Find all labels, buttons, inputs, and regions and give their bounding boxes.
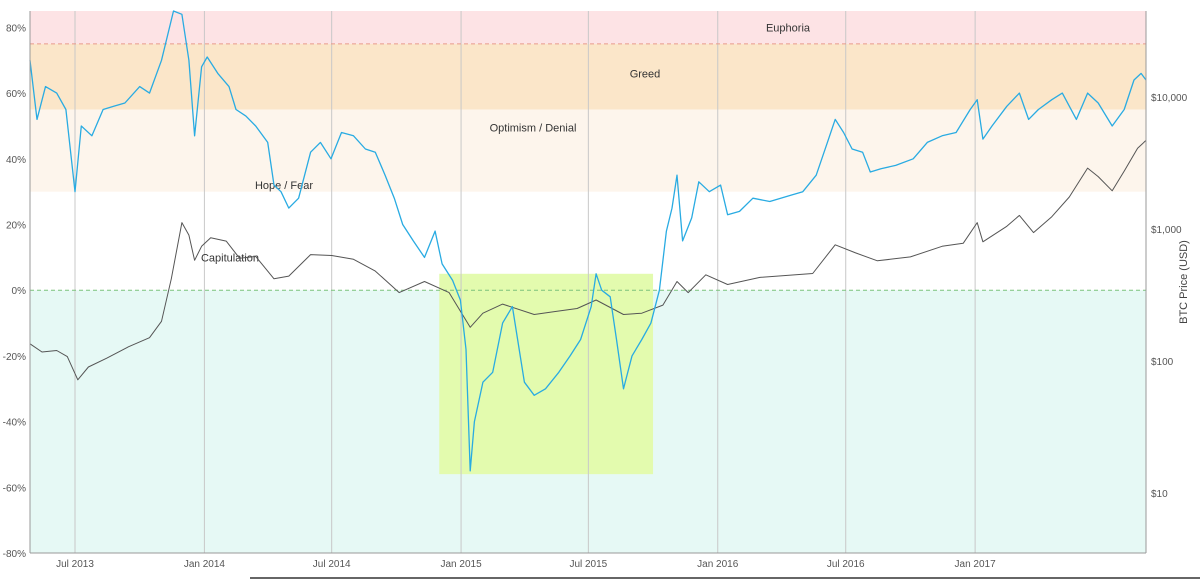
reference-lines-layer xyxy=(30,43,1146,291)
left-tick-label: 0% xyxy=(12,286,27,297)
x-tick-label: Jan 2016 xyxy=(697,559,739,570)
series-layer xyxy=(29,10,1147,472)
right-tick-label: $10 xyxy=(1151,489,1168,500)
series-line-btc-price xyxy=(29,140,1147,381)
x-tick-label: Jan 2014 xyxy=(184,559,226,570)
zone-label-capitulation: Capitulation xyxy=(201,252,259,264)
zone-label-greed: Greed xyxy=(630,68,661,80)
left-tick-label: -40% xyxy=(3,418,26,429)
left-tick-label: 80% xyxy=(6,23,26,34)
series-line-nupl xyxy=(29,10,1147,472)
grid-layer xyxy=(74,11,976,553)
highlight-layer xyxy=(439,273,654,475)
zone-label-optimism-denial: Optimism / Denial xyxy=(490,123,577,135)
x-tick-label: Jan 2017 xyxy=(955,559,997,570)
left-tick-label: 20% xyxy=(6,221,26,232)
axes-layer: Jul 2013 Jan 2014 Jul 2014 Jan 2015 Jul 2015… xyxy=(3,11,1200,579)
x-tick-label: Jul 2013 xyxy=(56,559,94,570)
x-tick-label: Jan 2015 xyxy=(440,559,482,570)
left-tick-label: -80% xyxy=(3,549,26,560)
left-tick-label: 60% xyxy=(6,89,26,100)
zone-labels-layer: Euphoria Greed Optimism / Denial Hope / Fea… xyxy=(201,22,811,264)
x-tick-label: Jul 2015 xyxy=(569,559,607,570)
zone-label-euphoria: Euphoria xyxy=(766,22,811,34)
highlight-box xyxy=(439,273,654,475)
right-tick-label: $100 xyxy=(1151,357,1174,368)
right-axis-title: BTC Price (USD) xyxy=(1178,240,1190,324)
right-tick-label: $1,000 xyxy=(1151,225,1182,236)
left-tick-label: -20% xyxy=(3,352,26,363)
x-tick-label: Jul 2016 xyxy=(827,559,865,570)
right-tick-label: $10,000 xyxy=(1151,93,1188,104)
left-tick-label: 40% xyxy=(6,155,26,166)
left-tick-label: -60% xyxy=(3,483,26,494)
x-tick-label: Jul 2014 xyxy=(313,559,351,570)
zone-label-hope-fear: Hope / Fear xyxy=(255,180,313,192)
